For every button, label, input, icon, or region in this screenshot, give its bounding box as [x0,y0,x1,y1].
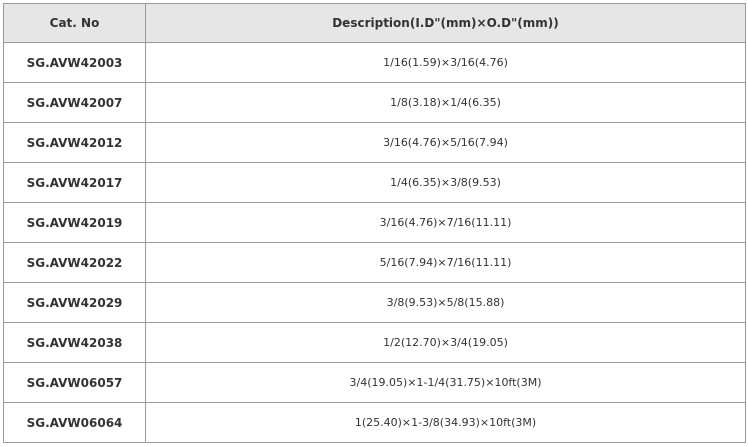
cat-no-cell: SG.AVW06064 [3,402,146,443]
description-cell: 1/8(3.18)×1/4(6.35) [145,82,746,123]
product-spec-table: Cat. No Description(I.D"(mm)×O.D"(mm)) S… [3,3,746,443]
cat-no-cell: SG.AVW42007 [3,82,146,123]
cat-no-cell: SG.AVW42012 [3,122,146,163]
header-description: Description(I.D"(mm)×O.D"(mm)) [145,3,746,43]
cat-no-cell: SG.AVW42019 [3,202,146,243]
table-header-row: Cat. No Description(I.D"(mm)×O.D"(mm)) [3,3,746,43]
cat-no-cell: SG.AVW42003 [3,42,146,83]
description-cell: 1/2(12.70)×3/4(19.05) [145,322,746,363]
description-cell: 3/16(4.76)×5/16(7.94) [145,122,746,163]
table-row: SG.AVW42012 3/16(4.76)×5/16(7.94) [3,122,746,163]
description-cell: 3/16(4.76)×7/16(11.11) [145,202,746,243]
table-row: SG.AVW42007 1/8(3.18)×1/4(6.35) [3,82,746,123]
header-cat-no: Cat. No [3,3,146,43]
table-row: SG.AVW42022 5/16(7.94)×7/16(11.11) [3,242,746,283]
cat-no-cell: SG.AVW42029 [3,282,146,323]
description-cell: 3/8(9.53)×5/8(15.88) [145,282,746,323]
table-row: SG.AVW06064 1(25.40)×1-3/8(34.93)×10ft(3… [3,402,746,443]
product-table-container: Cat. No Description(I.D"(mm)×O.D"(mm)) S… [3,3,746,443]
description-cell: 1/16(1.59)×3/16(4.76) [145,42,746,83]
table-row: SG.AVW06057 3/4(19.05)×1-1/4(31.75)×10ft… [3,362,746,403]
description-cell: 1(25.40)×1-3/8(34.93)×10ft(3M) [145,402,746,443]
table-row: SG.AVW42003 1/16(1.59)×3/16(4.76) [3,42,746,83]
description-cell: 3/4(19.05)×1-1/4(31.75)×10ft(3M) [145,362,746,403]
table-row: SG.AVW42038 1/2(12.70)×3/4(19.05) [3,322,746,363]
table-row: SG.AVW42029 3/8(9.53)×5/8(15.88) [3,282,746,323]
cat-no-cell: SG.AVW06057 [3,362,146,403]
cat-no-cell: SG.AVW42022 [3,242,146,283]
description-cell: 1/4(6.35)×3/8(9.53) [145,162,746,203]
description-cell: 5/16(7.94)×7/16(11.11) [145,242,746,283]
table-row: SG.AVW42017 1/4(6.35)×3/8(9.53) [3,162,746,203]
cat-no-cell: SG.AVW42038 [3,322,146,363]
table-row: SG.AVW42019 3/16(4.76)×7/16(11.11) [3,202,746,243]
cat-no-cell: SG.AVW42017 [3,162,146,203]
